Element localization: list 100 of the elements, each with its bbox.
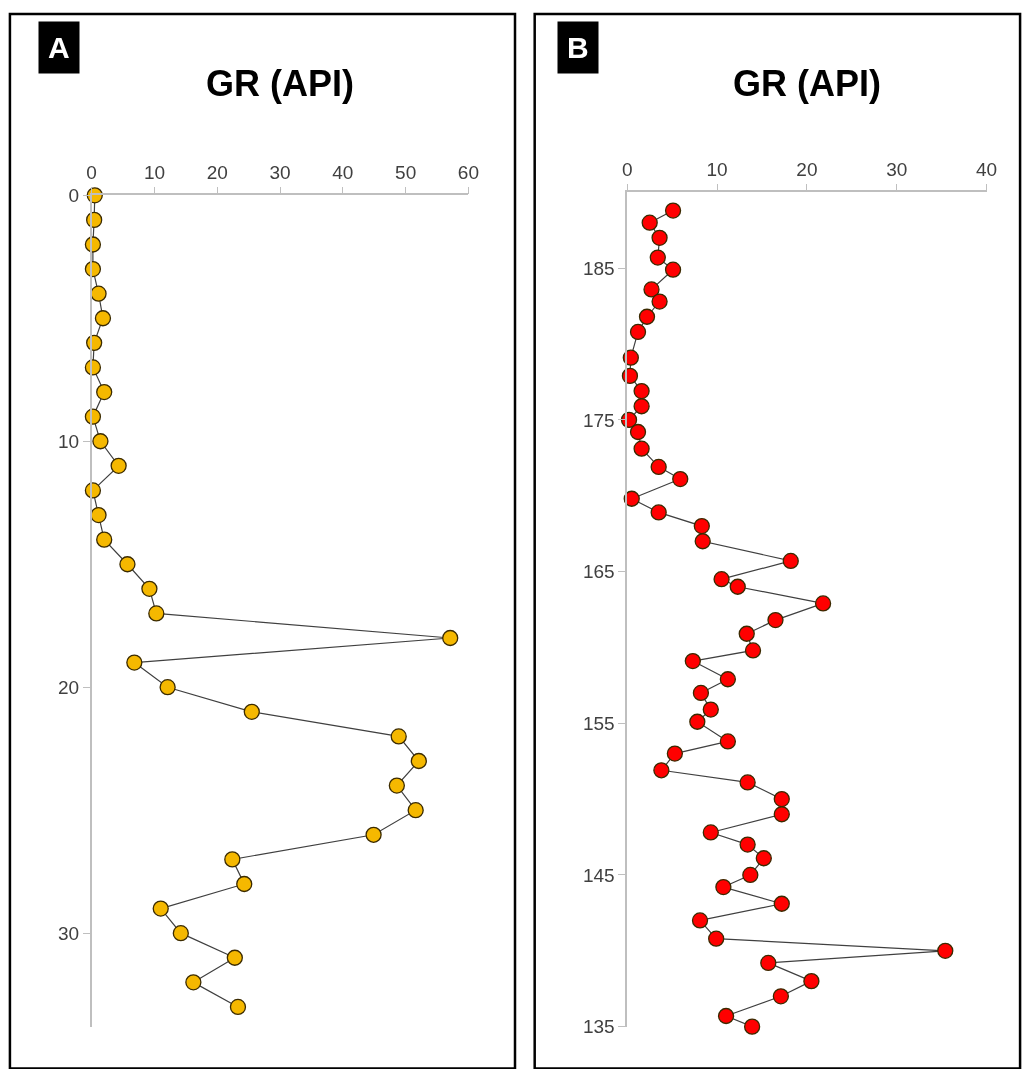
point <box>185 974 202 991</box>
point <box>708 930 725 947</box>
point <box>739 774 756 791</box>
x-tick-label: 20 <box>206 161 228 183</box>
point <box>148 605 165 622</box>
point <box>755 850 772 867</box>
point <box>717 1007 735 1025</box>
x-tick-label: 20 <box>796 159 818 180</box>
point <box>773 806 790 823</box>
y-tick-label: 0 <box>68 184 80 206</box>
y-tick-label: 185 <box>582 257 615 279</box>
point <box>629 423 647 441</box>
point <box>141 580 158 597</box>
chart-title: GR (API) <box>206 63 354 104</box>
point <box>633 440 650 457</box>
point <box>742 866 759 884</box>
point <box>719 733 737 750</box>
point <box>744 642 762 659</box>
point <box>365 826 382 843</box>
y-tick-label: 175 <box>582 409 615 431</box>
y-tick-label: 135 <box>582 1016 615 1038</box>
text: A <box>48 31 70 64</box>
point <box>92 433 109 450</box>
point <box>803 972 820 990</box>
point <box>110 457 127 474</box>
point <box>738 625 755 642</box>
point <box>651 293 668 310</box>
point <box>649 249 666 266</box>
point <box>390 728 407 745</box>
point <box>226 949 243 966</box>
point <box>937 942 954 959</box>
point <box>664 261 682 278</box>
x-tick-label: 30 <box>886 159 908 180</box>
point <box>666 745 684 762</box>
point <box>94 310 112 327</box>
point <box>684 652 701 670</box>
point <box>650 504 667 521</box>
point <box>224 851 241 868</box>
point <box>760 954 777 972</box>
point <box>672 470 689 488</box>
point <box>694 533 711 550</box>
point <box>229 998 247 1016</box>
point <box>152 900 169 917</box>
point <box>719 671 737 688</box>
point <box>633 382 650 400</box>
point <box>96 383 113 401</box>
point <box>126 654 143 671</box>
x-tick-label: 0 <box>621 159 633 180</box>
y-tick-label: 30 <box>57 922 80 944</box>
point <box>702 701 719 718</box>
point <box>715 878 732 896</box>
point <box>643 281 660 298</box>
x-tick-label: 50 <box>395 161 417 183</box>
point <box>739 836 756 853</box>
x-tick-label: 40 <box>976 159 998 180</box>
point <box>743 1018 761 1035</box>
x-tick-label: 0 <box>86 161 97 183</box>
point <box>702 824 719 841</box>
point <box>159 679 176 696</box>
point <box>442 629 459 647</box>
text: B <box>567 31 589 64</box>
y-tick-label: 145 <box>582 864 615 886</box>
x-tick-label: 10 <box>143 161 166 183</box>
y-tick-label: 155 <box>582 712 615 734</box>
point <box>653 762 670 779</box>
chart-title: GR (API) <box>733 63 881 104</box>
point <box>729 578 746 595</box>
point <box>641 214 658 231</box>
y-tick-label: 20 <box>57 676 80 698</box>
point <box>773 895 790 912</box>
point <box>691 912 709 929</box>
point <box>713 571 730 588</box>
x-tick-label: 40 <box>332 161 354 183</box>
point <box>692 684 710 702</box>
point <box>693 517 710 535</box>
point <box>410 752 427 770</box>
point <box>638 308 656 325</box>
point <box>689 713 706 730</box>
x-tick-label: 60 <box>457 161 479 183</box>
point <box>767 611 784 629</box>
point <box>96 531 113 548</box>
point <box>629 323 647 341</box>
y-tick-label: 10 <box>57 430 80 452</box>
point <box>243 703 260 720</box>
x-tick-label: 10 <box>706 159 728 180</box>
point <box>119 556 136 573</box>
point <box>773 790 790 808</box>
point <box>772 988 790 1005</box>
point <box>782 552 799 570</box>
point <box>388 777 405 794</box>
point <box>90 285 107 302</box>
point <box>172 925 189 942</box>
point <box>90 506 107 524</box>
point <box>407 802 424 819</box>
point <box>651 229 668 246</box>
point <box>814 595 832 612</box>
y-tick-label: 165 <box>582 561 615 583</box>
x-tick-label: 30 <box>269 161 291 183</box>
point <box>664 202 682 219</box>
point <box>236 875 253 893</box>
